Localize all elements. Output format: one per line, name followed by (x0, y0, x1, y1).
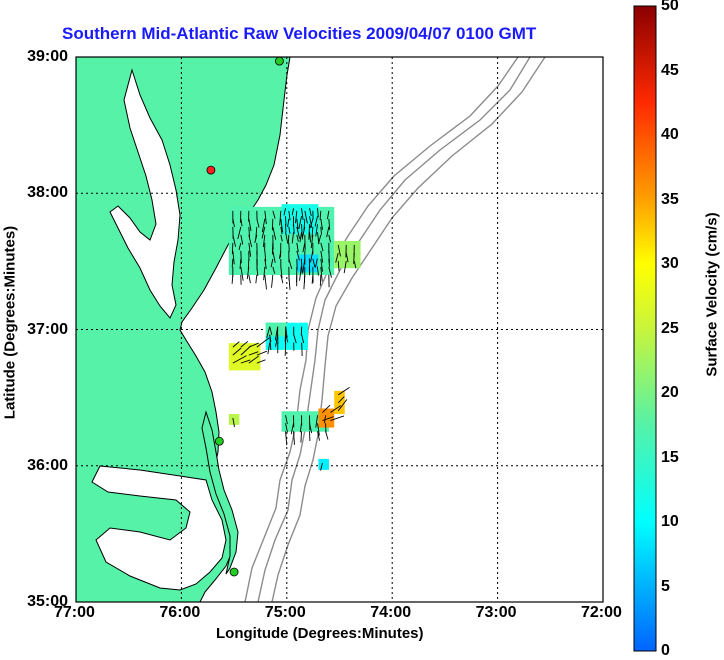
velocity-cell (318, 459, 329, 470)
colorbar-tick-label: 0 (661, 642, 670, 660)
velocity-vector (320, 275, 321, 286)
x-tick-label: 72:00 (581, 604, 622, 622)
velocity-vector (301, 431, 302, 442)
velocity-vector (285, 343, 286, 356)
radar-station-marker (275, 57, 283, 65)
colorbar-tick-label: 20 (661, 384, 679, 402)
y-tick-label: 35:00 (8, 593, 68, 611)
colorbar-tick-label: 25 (661, 320, 679, 338)
colorbar-tick-label: 45 (661, 62, 679, 80)
x-tick-label: 73:00 (476, 604, 517, 622)
y-axis-label: Latitude (Degrees:Minutes) (2, 218, 19, 428)
colorbar-tick-label: 30 (661, 255, 679, 273)
x-tick-label: 74:00 (370, 604, 411, 622)
radar-station-marker (215, 437, 223, 445)
colorbar-tick-label: 15 (661, 449, 679, 467)
y-tick-label: 39:00 (8, 48, 68, 66)
x-tick-label: 75:00 (265, 604, 306, 622)
velocity-vector (285, 327, 286, 342)
velocity-vector (288, 235, 289, 244)
radar-station-marker (207, 166, 215, 174)
y-tick-label: 36:00 (8, 457, 68, 475)
y-tick-label: 38:00 (8, 184, 68, 202)
radar-station-marker (230, 568, 238, 576)
x-tick-label: 76:00 (159, 604, 200, 622)
colorbar (634, 6, 656, 651)
colorbar-tick-label: 10 (661, 513, 679, 531)
x-axis-label: Longitude (Degrees:Minutes) (216, 625, 424, 642)
colorbar-tick-label: 50 (661, 0, 679, 15)
colorbar-label: Surface Velocity (cm/s) (704, 195, 721, 395)
colorbar-tick-label: 35 (661, 191, 679, 209)
colorbar-tick-label: 40 (661, 126, 679, 144)
velocity-vector (232, 259, 233, 267)
colorbar-tick-label: 5 (661, 578, 670, 596)
